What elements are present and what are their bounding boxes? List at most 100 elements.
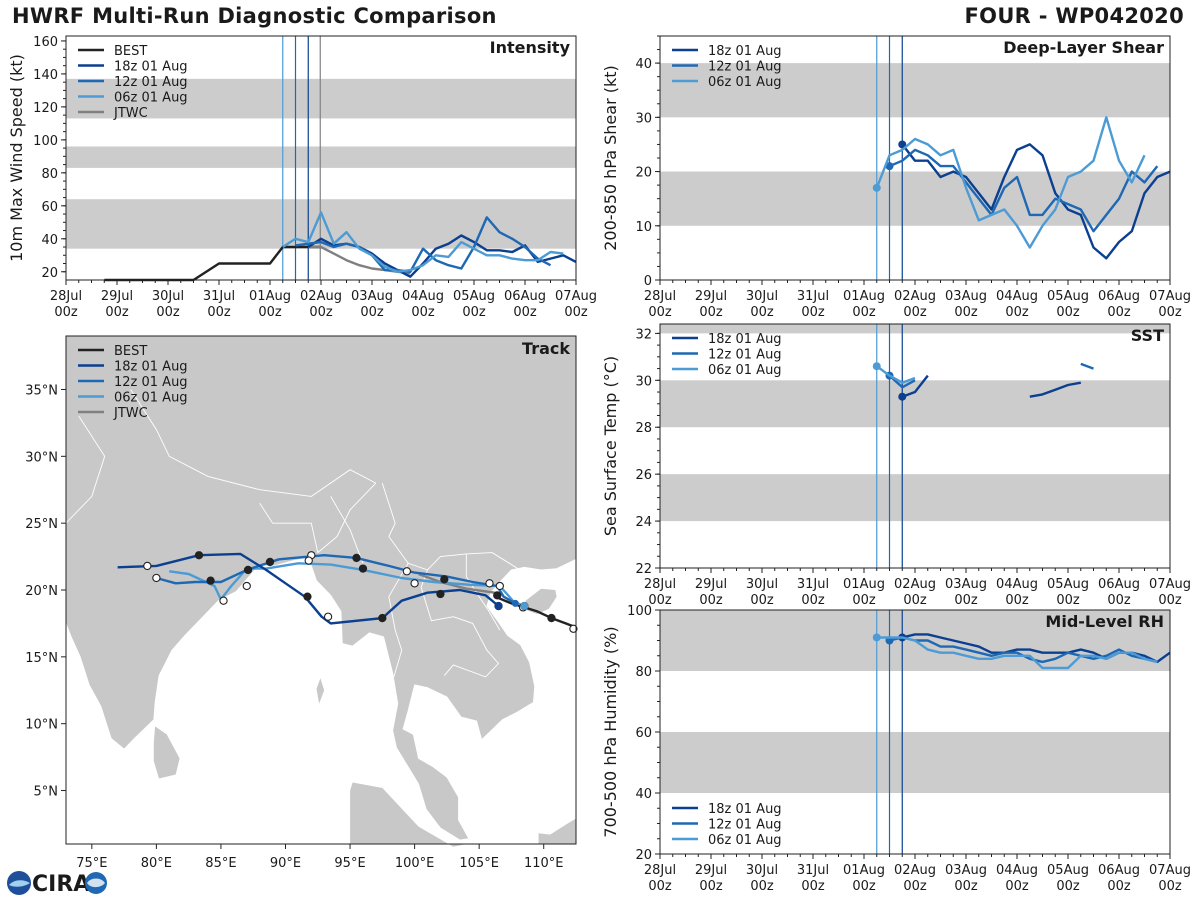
x-tick-date: 07Aug [1149, 577, 1191, 592]
y-tick-label: 10 [635, 220, 652, 235]
x-tick-date: 07Aug [1149, 289, 1191, 304]
x-tick-date: 31Jul [797, 577, 829, 592]
legend-label: JTWC [113, 106, 148, 121]
legend-label: BEST [114, 44, 147, 59]
x-tick-hour: 00z [1158, 593, 1182, 608]
series-line-run18 [901, 374, 929, 398]
lat-tick-label: 5°N [34, 785, 59, 800]
panel-title: Intensity [490, 38, 571, 57]
lon-tick-label: 100°E [395, 856, 435, 871]
band [66, 146, 576, 168]
legend-label: BEST [114, 344, 147, 359]
country-border [130, 389, 377, 497]
x-tick-hour: 00z [1005, 305, 1029, 320]
x-tick-date: 05Aug [1047, 289, 1089, 304]
track-position-marker [152, 573, 161, 583]
logo-text: CIRA [32, 872, 90, 897]
x-tick-date: 01Aug [249, 289, 291, 304]
track-position-marker [569, 624, 578, 633]
track-position-marker [265, 557, 275, 567]
track-start-marker [520, 602, 529, 611]
y-tick-label: 28 [635, 421, 652, 436]
x-tick-hour: 00z [801, 305, 825, 320]
x-tick-hour: 00z [750, 305, 774, 320]
x-tick-hour: 00z [699, 879, 723, 894]
x-tick-date: 29Jul [101, 289, 133, 304]
track-position-marker [303, 592, 312, 601]
track-line-run18 [117, 552, 500, 625]
panel-title: Track [522, 339, 570, 358]
y-tick-label: 60 [41, 200, 58, 215]
track-position-marker [194, 551, 204, 560]
x-tick-date: 30Jul [152, 289, 184, 304]
y-tick-label: 20 [41, 266, 58, 281]
track-start-marker [494, 602, 503, 611]
y-tick-label: 24 [635, 515, 652, 530]
x-tick-date: 07Aug [1149, 863, 1191, 878]
series-start-marker [872, 362, 881, 371]
lat-tick-label: 20°N [25, 584, 58, 599]
island-andaman [316, 678, 325, 704]
lon-tick-label: 90°E [270, 856, 301, 871]
x-tick-date: 06Aug [1098, 863, 1140, 878]
legend-label: 12z 01 Aug [114, 375, 188, 390]
lon-tick-label: 75°E [76, 856, 107, 871]
legend-label: 06z 01 Aug [114, 391, 188, 406]
y-tick-label: 80 [635, 665, 652, 680]
band [660, 63, 1170, 118]
track-position-marker [493, 591, 502, 600]
y-tick-label: 40 [635, 787, 652, 802]
x-tick-date: 30Jul [746, 577, 778, 592]
series-line-run06 [282, 211, 564, 273]
panel-title: SST [1131, 326, 1164, 345]
country-border [59, 415, 106, 531]
x-tick-hour: 00z [699, 593, 723, 608]
track-position-marker [410, 579, 419, 588]
y-tick-label: 100 [33, 134, 58, 149]
band [66, 78, 576, 119]
y-tick-label: 26 [635, 468, 652, 483]
x-tick-hour: 00z [699, 305, 723, 320]
legend-label: 18z 01 Aug [708, 332, 782, 347]
x-tick-hour: 00z [564, 305, 588, 320]
x-tick-hour: 00z [954, 305, 978, 320]
series-line-best [104, 245, 321, 282]
track-position-marker [206, 576, 215, 585]
x-tick-date: 02Aug [894, 577, 936, 592]
track-position-marker [358, 564, 368, 573]
x-tick-date: 04Aug [402, 289, 444, 304]
landmass [65, 335, 577, 841]
series-line-run06 [875, 116, 1146, 249]
x-tick-date: 01Aug [843, 289, 885, 304]
y-tick-label: 22 [635, 562, 652, 577]
x-tick-date: 03Aug [351, 289, 393, 304]
x-tick-hour: 00z [156, 305, 180, 320]
island-sri-lanka [153, 726, 180, 779]
x-tick-hour: 00z [954, 879, 978, 894]
x-tick-hour: 00z [258, 305, 282, 320]
country-border [465, 553, 501, 631]
series-line-run06 [876, 365, 916, 384]
legend-label: JTWC [113, 406, 148, 421]
x-tick-date: 30Jul [746, 863, 778, 878]
track-position-marker [402, 567, 412, 576]
x-tick-date: 04Aug [996, 289, 1038, 304]
series-line-run06 [876, 636, 1158, 670]
legend-label: 18z 01 Aug [114, 60, 188, 75]
y-axis-label: 10m Max Wind Speed (kt) [7, 54, 26, 262]
x-tick-hour: 00z [648, 593, 672, 608]
x-tick-hour: 00z [903, 879, 927, 894]
x-tick-date: 30Jul [746, 289, 778, 304]
legend-label: 18z 01 Aug [708, 44, 782, 59]
x-tick-date: 06Aug [1098, 289, 1140, 304]
series-start-marker [872, 183, 881, 192]
series-start-marker [898, 140, 907, 149]
y-axis-label: Sea Surface Temp (°C) [601, 356, 620, 536]
lon-tick-label: 85°E [205, 856, 236, 871]
sst-panel: 22242628303228Jul00z29Jul00z30Jul00z31Ju… [601, 323, 1191, 608]
country-border [330, 496, 364, 564]
x-tick-date: 03Aug [945, 577, 987, 592]
x-tick-date: 31Jul [797, 289, 829, 304]
x-tick-hour: 00z [1158, 879, 1182, 894]
